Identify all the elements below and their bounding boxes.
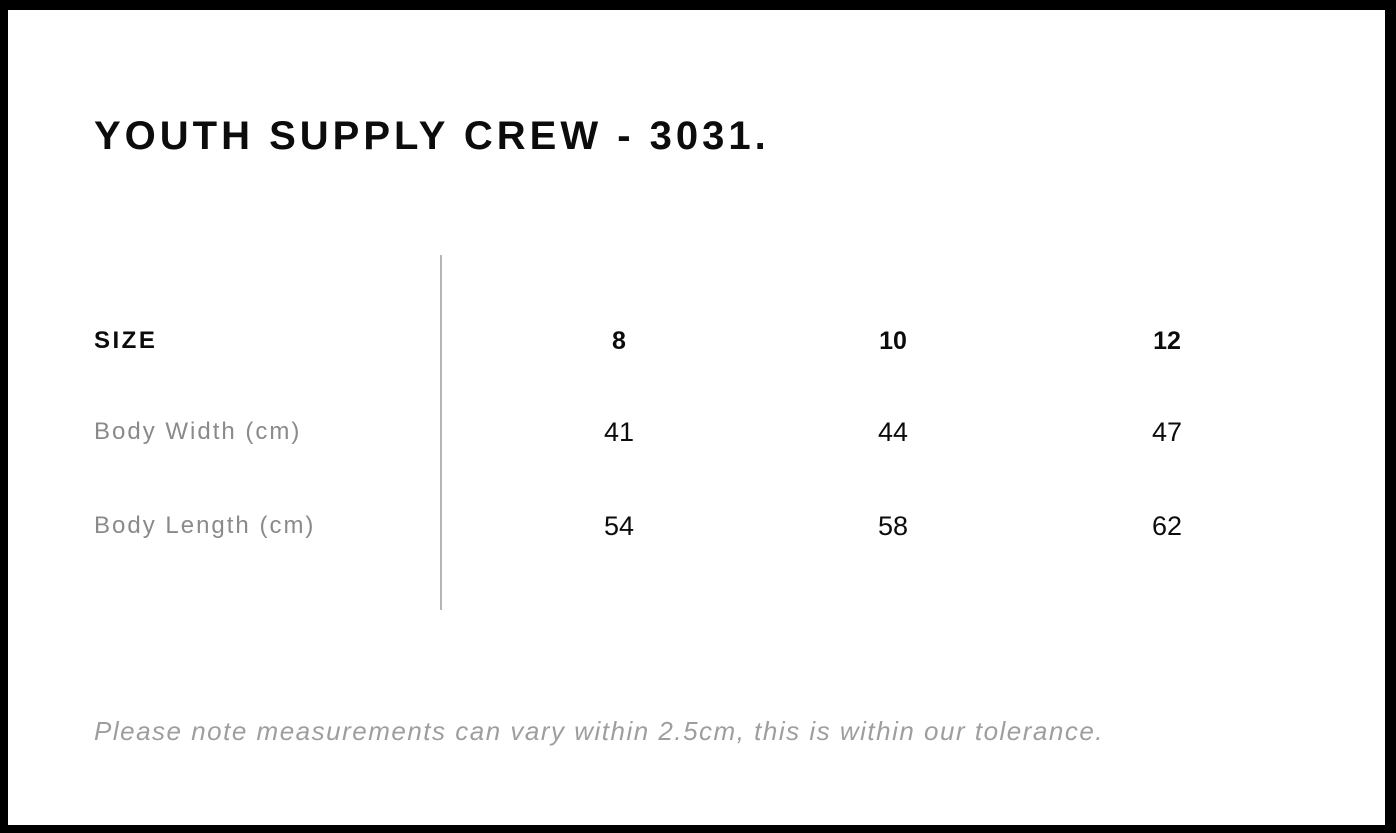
size-column-10: 10 — [879, 326, 907, 355]
row-label-body-length: Body Length (cm) — [94, 512, 316, 539]
page-title: YOUTH SUPPLY CREW - 3031. — [94, 114, 770, 158]
table-row-body-length: Body Length (cm) 54 58 62 — [94, 508, 1304, 544]
body-length-value-size-8: 54 — [603, 510, 635, 541]
body-width-value-size-10: 44 — [877, 416, 909, 447]
table-row-body-width: Body Width (cm) 41 44 47 — [94, 414, 1304, 450]
body-width-value-size-8: 41 — [603, 416, 635, 447]
table-divider — [440, 255, 442, 610]
size-column-8: 8 — [612, 326, 626, 355]
table-header-row: SIZE 8 10 12 — [94, 323, 1304, 359]
size-table: SIZE 8 10 12 Body Width (cm) 41 44 47 Bo… — [94, 255, 1304, 610]
body-width-value-size-12: 47 — [1151, 416, 1183, 447]
body-length-value-size-10: 58 — [877, 510, 909, 541]
size-guide-page: YOUTH SUPPLY CREW - 3031. SIZE 8 10 12 B… — [8, 10, 1385, 825]
tolerance-note: Please note measurements can vary within… — [94, 716, 1105, 746]
size-header-label: SIZE — [94, 327, 158, 354]
body-length-value-size-12: 62 — [1151, 510, 1183, 541]
size-column-12: 12 — [1153, 326, 1181, 355]
row-label-body-width: Body Width (cm) — [94, 418, 302, 445]
